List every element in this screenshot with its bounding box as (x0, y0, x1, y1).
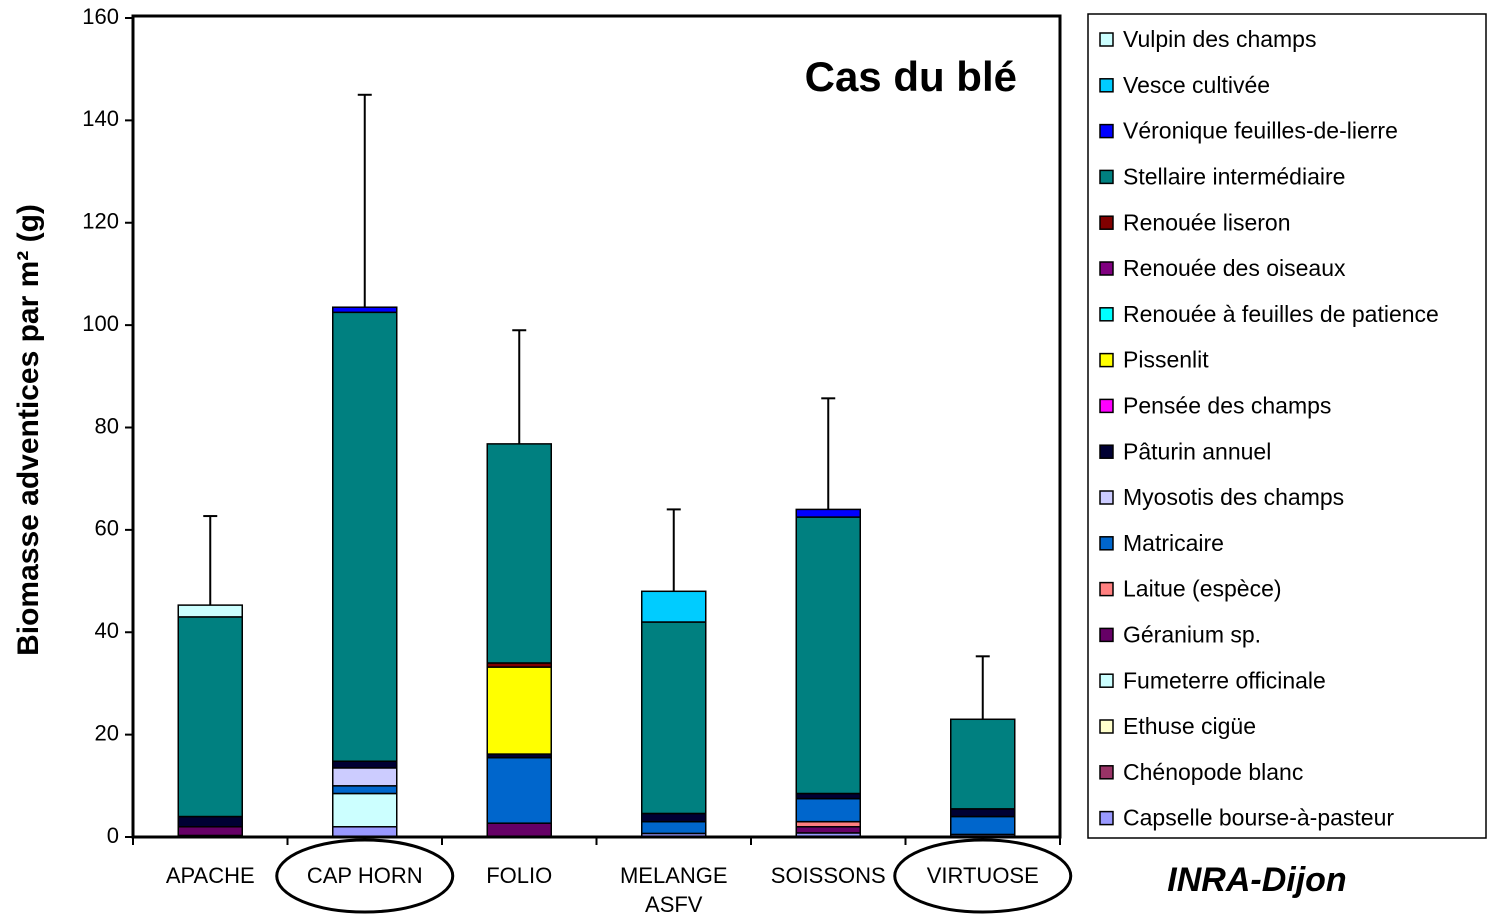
legend-swatch (1099, 32, 1114, 47)
legend-swatch (1099, 352, 1114, 368)
bar-segment (332, 826, 398, 838)
bar-segment (641, 621, 707, 815)
legend-label: Matricaire (1123, 530, 1224, 556)
x-tick-label: VIRTUOSE (927, 863, 1039, 888)
x-tick-line: APACHE (166, 863, 255, 888)
y-tick-label: 0 (107, 823, 119, 848)
legend-swatch (1099, 581, 1114, 597)
legend-box (1087, 13, 1487, 839)
bar-segment (486, 443, 552, 664)
bar-segment (641, 820, 707, 835)
bar-segment (332, 767, 398, 787)
bar-segment (950, 718, 1016, 810)
category-circle (275, 838, 455, 914)
legend-swatch (1099, 719, 1114, 734)
legend-swatch (1099, 123, 1114, 139)
legend-swatch (1099, 490, 1114, 505)
bar-segment (486, 822, 552, 838)
legend-label: Stellaire intermédiaire (1123, 163, 1345, 189)
bar-segment (795, 820, 861, 828)
bar-segment (795, 516, 861, 795)
category-circle (893, 838, 1073, 914)
legend-swatch (1099, 536, 1114, 551)
legend-label: Fumeterre officinale (1123, 667, 1326, 693)
bar-segment (795, 797, 861, 823)
legend-label: Ethuse cigüe (1123, 713, 1256, 739)
plot-frame (131, 14, 1062, 839)
x-tick-label: APACHE (166, 863, 255, 888)
bar-segment (332, 792, 398, 828)
bar-segment (177, 815, 243, 828)
annotation: INRA-Dijon (1167, 861, 1346, 899)
legend-label: Capselle bourse-à-pasteur (1123, 805, 1394, 831)
legend-label: Véronique feuilles-de-lierre (1123, 118, 1398, 144)
legend-label: Pensée des champs (1123, 392, 1331, 418)
bar-segment (486, 666, 552, 755)
bar-segment (332, 760, 398, 769)
legend-label: Renouée liseron (1123, 209, 1291, 235)
legend-label: Vulpin des champs (1123, 26, 1316, 52)
y-tick-label: 100 (82, 311, 119, 336)
bar-segment (332, 306, 398, 314)
x-tick-label: MELANGE ASFV (620, 863, 728, 916)
x-tick-line: FOLIO (486, 863, 552, 888)
x-tick-line: MELANGE (620, 863, 728, 888)
legend-label: Chénopode blanc (1123, 759, 1303, 785)
y-tick-label: 140 (82, 106, 119, 131)
y-tick-label: 160 (82, 4, 119, 29)
bar-segment (177, 826, 243, 837)
bar-segment (332, 311, 398, 762)
bar-segment (950, 815, 1016, 836)
legend-swatch (1099, 444, 1114, 459)
legend-swatch (1099, 398, 1114, 414)
legend-swatch (1099, 307, 1114, 322)
bar-segment (950, 808, 1016, 818)
y-tick-label: 40 (95, 618, 119, 643)
chart-title: Cas du blé (805, 53, 1017, 100)
legend-label: Renouée à feuilles de patience (1123, 301, 1439, 327)
legend-swatch (1099, 78, 1114, 93)
bar-segment (177, 616, 243, 818)
bar-segment (795, 826, 861, 834)
x-tick-label: CAP HORN (307, 863, 423, 888)
y-tick-label: 120 (82, 209, 119, 234)
legend-swatch (1099, 765, 1114, 780)
x-tick-line: SOISSONS (771, 863, 886, 888)
legend-label: Renouée des oiseaux (1123, 255, 1346, 281)
bar-segment (795, 508, 861, 518)
bar-segment (641, 812, 707, 823)
legend-label: Pissenlit (1123, 347, 1209, 373)
bar-segment (795, 792, 861, 800)
x-tick-label: SOISSONS (771, 863, 886, 888)
legend-label: Laitue (espèce) (1123, 576, 1282, 602)
bar-segment (641, 590, 707, 623)
y-tick-label: 80 (95, 413, 119, 438)
bar-segment (177, 604, 243, 618)
legend-swatch (1099, 673, 1114, 688)
legend-swatch (1099, 169, 1114, 185)
legend-swatch (1099, 261, 1114, 276)
bar-segment (332, 785, 398, 795)
bar-segment (486, 756, 552, 824)
legend-label: Myosotis des champs (1123, 484, 1344, 510)
legend-swatch (1099, 627, 1114, 643)
y-tick-label: 60 (95, 516, 119, 541)
y-tick-label: 20 (95, 720, 119, 745)
x-tick-line: CAP HORN (307, 863, 423, 888)
x-tick-label: FOLIO (486, 863, 552, 888)
y-axis-label: Biomasse adventices par m² (g) (12, 204, 45, 656)
legend-swatch (1099, 810, 1114, 826)
legend-label: Vesce cultivée (1123, 72, 1270, 98)
x-tick-line: VIRTUOSE (927, 863, 1039, 888)
legend-swatch (1099, 215, 1114, 230)
legend-label: Géranium sp. (1123, 621, 1261, 647)
x-tick-line: ASFV (645, 892, 703, 916)
legend-label: Pâturin annuel (1123, 438, 1271, 464)
